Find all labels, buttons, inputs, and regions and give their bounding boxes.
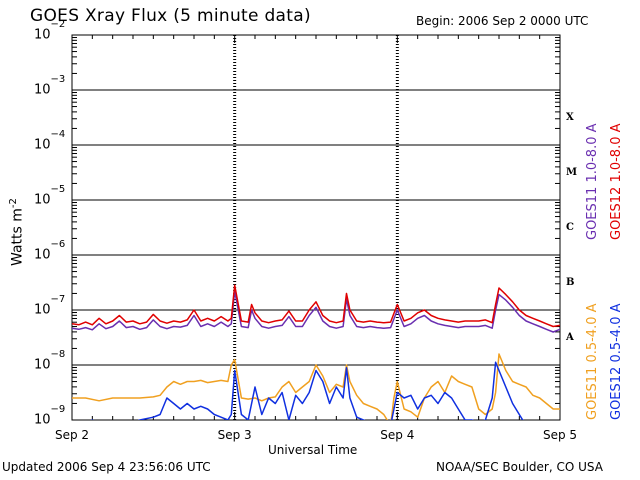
series-line-1 <box>72 284 560 328</box>
y-tick-label: 10−4 <box>34 129 66 153</box>
flare-class-b: B <box>566 276 575 288</box>
begin-time: Begin: 2006 Sep 2 0000 UTC <box>416 14 589 28</box>
chart-title: GOES Xray Flux (5 minute data) <box>30 6 311 26</box>
y-tick-label: 10−2 <box>34 19 66 43</box>
y-tick-label: 10−9 <box>34 404 66 428</box>
flare-class-c: C <box>566 221 574 233</box>
x-tick-label: Sep 5 <box>542 428 578 442</box>
x-tick-label: Sep 2 <box>54 428 90 442</box>
flare-class-m: M <box>566 166 578 178</box>
series-line-0 <box>72 290 560 333</box>
y-tick-label: 10−3 <box>34 74 66 98</box>
legend-entry-2: GOES11 0.5-4.0 A <box>585 303 600 420</box>
y-axis-label: Watts m-2 <box>8 198 26 266</box>
y-tick-label: 10−5 <box>34 184 66 208</box>
series-line-3 <box>91 361 524 420</box>
y-tick-label: 10−6 <box>34 239 66 263</box>
credit-text: NOAA/SEC Boulder, CO USA <box>436 460 603 474</box>
y-tick-label: 10−8 <box>34 349 66 373</box>
flare-class-a: A <box>566 331 574 343</box>
legend-entry-1: GOES12 1.0-8.0 A <box>609 123 624 240</box>
flare-class-x: X <box>566 111 574 123</box>
y-tick-label: 10−7 <box>34 294 66 318</box>
updated-timestamp: Updated 2006 Sep 4 23:56:06 UTC <box>2 460 211 474</box>
legend-entry-0: GOES11 1.0-8.0 A <box>585 123 600 240</box>
plot-frame <box>71 34 561 421</box>
x-tick-label: Sep 4 <box>380 428 415 442</box>
x-tick-label: Sep 3 <box>217 428 252 442</box>
legend-entry-3: GOES12 0.5-4.0 A <box>609 303 624 420</box>
x-axis-label: Universal Time <box>268 443 358 457</box>
